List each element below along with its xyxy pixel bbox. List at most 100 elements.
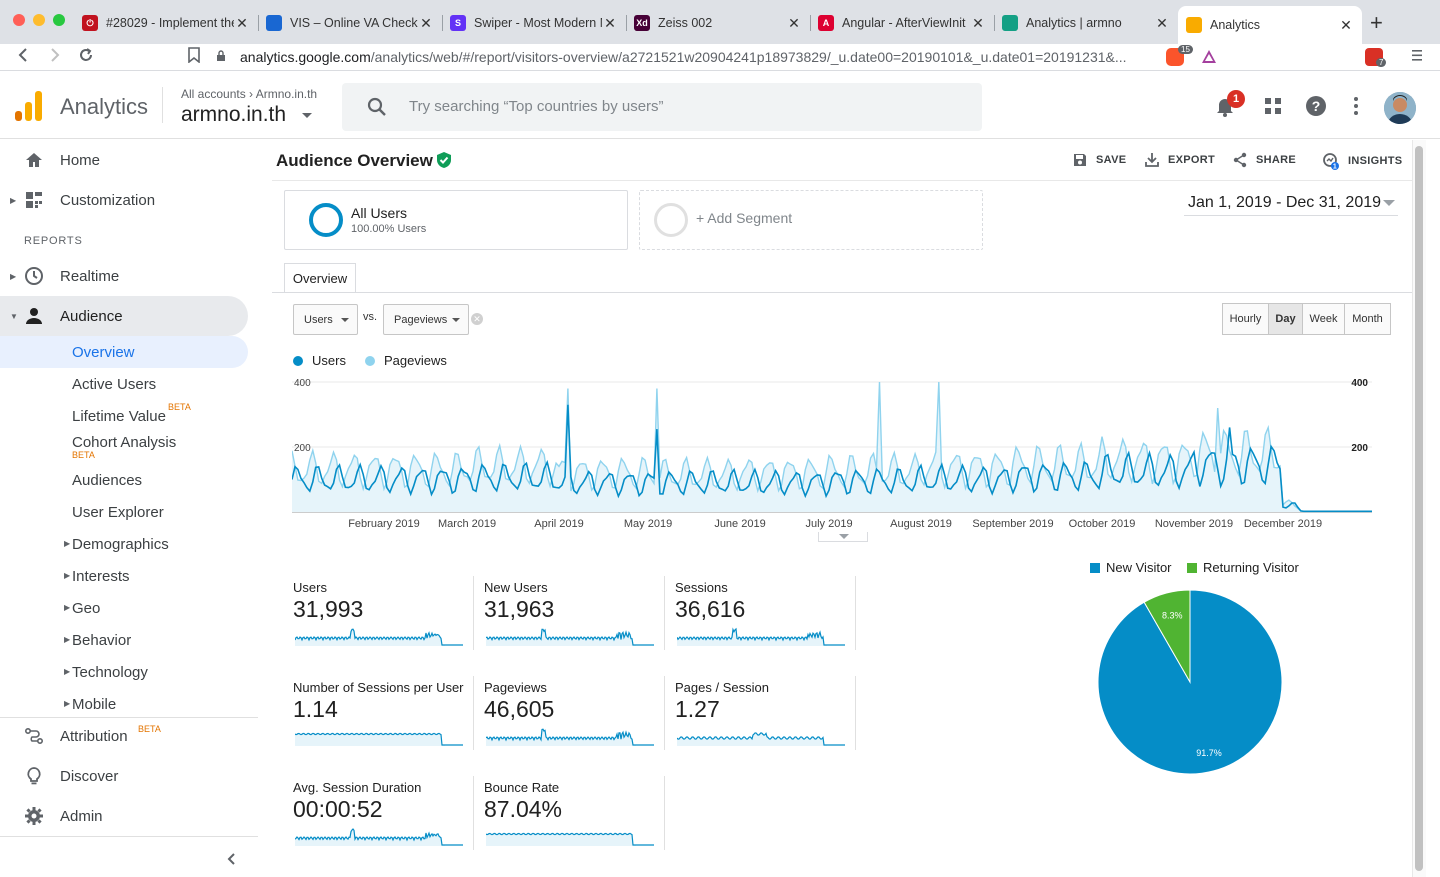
primary-metric-select[interactable]: Users xyxy=(293,304,358,335)
sidebar-subitem-mobile[interactable]: ▶ Mobile xyxy=(64,696,116,713)
close-tab-icon[interactable]: ✕ xyxy=(788,14,800,31)
granularity-day-button[interactable]: Day xyxy=(1268,303,1303,335)
breadcrumb-property[interactable]: Armno.in.th xyxy=(255,87,318,101)
metric-number-of-sessions-per-user[interactable]: Number of Sessions per User 1.14 xyxy=(293,680,477,758)
tab-favicon-icon xyxy=(266,15,282,31)
add-segment-button[interactable]: + Add Segment xyxy=(639,190,983,250)
legend-label: Pageviews xyxy=(384,353,447,368)
back-icon[interactable] xyxy=(16,47,30,68)
export-button[interactable]: EXPORT xyxy=(1144,152,1215,168)
lightbulb-icon xyxy=(27,767,41,785)
url-bar[interactable]: analytics.google.com/analytics/web/#/rep… xyxy=(216,45,1246,69)
sidebar-subitem-lifetime-value[interactable]: Lifetime Value BETA xyxy=(72,402,191,425)
browser-tab[interactable]: A Angular - AfterViewInit ✕ xyxy=(810,8,995,38)
close-tab-icon[interactable]: ✕ xyxy=(1340,16,1352,33)
clear-comparison-icon[interactable]: ✕ xyxy=(471,313,483,325)
granularity-hourly-button[interactable]: Hourly xyxy=(1222,303,1269,335)
x-tick-label: September 2019 xyxy=(972,518,1053,530)
legend-users[interactable]: Users xyxy=(293,353,346,368)
browser-tab[interactable]: S Swiper - Most Modern M ✕ xyxy=(442,8,627,38)
granularity-month-button[interactable]: Month xyxy=(1344,303,1391,335)
browser-tab[interactable]: ⏻ #28029 - Implement the ✕ xyxy=(74,8,259,38)
metric-new-users[interactable]: New Users 31,963 xyxy=(484,580,668,658)
forward-icon[interactable] xyxy=(48,47,62,68)
browser-tab[interactable]: Analytics | armno ✕ xyxy=(994,8,1178,38)
sidebar-subitem-overview[interactable]: Overview xyxy=(72,344,135,361)
brave-badge: 15 xyxy=(1178,45,1193,54)
sidebar-subitem-active-users[interactable]: Active Users xyxy=(72,376,156,393)
metric-users[interactable]: Users 31,993 xyxy=(293,580,477,658)
sidebar-subitem-label: Geo xyxy=(72,600,101,617)
pageviews-area xyxy=(292,382,1372,512)
save-button[interactable]: SAVE xyxy=(1072,152,1126,168)
segment-percentage: 100.00% Users xyxy=(351,223,427,235)
granularity-week-button[interactable]: Week xyxy=(1302,303,1345,335)
segment-all-users[interactable]: All Users 100.00% Users xyxy=(284,190,628,250)
vs-label: vs. xyxy=(363,311,378,323)
search-box[interactable]: Try searching “Top countries by users” xyxy=(342,83,982,131)
secondary-metric-select[interactable]: Pageviews xyxy=(383,304,469,335)
scrollbar[interactable] xyxy=(1415,146,1423,871)
metric-sessions[interactable]: Sessions 36,616 xyxy=(675,580,859,658)
sidebar-subitem-demographics[interactable]: ▶ Demographics xyxy=(64,536,169,553)
chart-expand-handle[interactable] xyxy=(818,532,868,542)
browser-menu-icon[interactable] xyxy=(1410,47,1424,68)
bookmark-icon[interactable] xyxy=(188,47,200,68)
close-tab-icon[interactable]: ✕ xyxy=(236,14,248,31)
zoom-window-button[interactable] xyxy=(53,14,65,26)
sidebar-item-label: Audience xyxy=(60,307,123,325)
account-breadcrumb[interactable]: All accounts › Armno.in.th xyxy=(181,87,317,101)
metric-pages-session[interactable]: Pages / Session 1.27 xyxy=(675,680,859,758)
account-selector[interactable]: armno.in.th xyxy=(181,103,287,126)
metric-label: Pageviews xyxy=(484,680,547,695)
close-window-button[interactable] xyxy=(13,14,25,26)
series-line-users xyxy=(292,404,1372,513)
tab-title: #28029 - Implement the xyxy=(106,16,234,30)
close-tab-icon[interactable]: ✕ xyxy=(1156,14,1168,31)
sidebar-subitem-cohort-analysis[interactable]: Cohort Analysis BETA xyxy=(72,434,176,460)
users-pageviews-chart[interactable]: 400 200 400 200 February 2019 March 2019 April… xyxy=(292,372,1392,544)
tab-favicon-icon xyxy=(1002,15,1018,31)
close-tab-icon[interactable]: ✕ xyxy=(420,14,432,31)
search-input[interactable]: Try searching “Top countries by users” xyxy=(409,98,664,115)
date-range-underline xyxy=(1184,215,1398,216)
apps-grid-icon[interactable] xyxy=(1262,95,1284,117)
x-tick-label: February 2019 xyxy=(348,518,420,530)
sidebar-divider xyxy=(0,717,258,718)
close-tab-icon[interactable]: ✕ xyxy=(604,14,616,31)
reload-icon[interactable] xyxy=(78,47,94,68)
sidebar-subitem-audiences[interactable]: Audiences xyxy=(72,472,142,489)
sidebar-subitem-technology[interactable]: ▶ Technology xyxy=(64,664,148,681)
visitor-type-pie-chart[interactable]: 91.7% 8.3% xyxy=(1098,590,1298,790)
metric-value: 31,963 xyxy=(484,596,555,622)
metric-bounce-rate[interactable]: Bounce Rate 87.04% xyxy=(484,780,668,858)
sidebar-subitem-geo[interactable]: ▶ Geo xyxy=(64,600,101,617)
browser-tab[interactable]: VIS – Online VA Check T ✕ xyxy=(258,8,443,38)
breadcrumb-all-accounts[interactable]: All accounts xyxy=(181,87,246,101)
close-tab-icon[interactable]: ✕ xyxy=(972,14,984,31)
insights-button[interactable]: 1 INSIGHTS xyxy=(1322,152,1402,170)
legend-pageviews[interactable]: Pageviews xyxy=(365,353,447,368)
sidebar-subitem-interests[interactable]: ▶ Interests xyxy=(64,568,130,585)
avatar[interactable] xyxy=(1384,92,1416,124)
date-range-picker[interactable]: Jan 1, 2019 - Dec 31, 2019 xyxy=(1188,194,1382,211)
minimize-window-button[interactable] xyxy=(33,14,45,26)
help-icon[interactable]: ? xyxy=(1305,95,1327,117)
share-button[interactable]: SHARE xyxy=(1232,152,1296,168)
sidebar-subitem-user-explorer[interactable]: User Explorer xyxy=(72,504,164,521)
collapse-sidebar-icon[interactable] xyxy=(226,852,236,871)
sidebar-subitem-behavior[interactable]: ▶ Behavior xyxy=(64,632,131,649)
metric-avg-session-duration[interactable]: Avg. Session Duration 00:00:52 xyxy=(293,780,477,858)
metric-value: 1.14 xyxy=(293,696,338,722)
new-tab-button[interactable]: + xyxy=(1370,10,1383,35)
tab-overview[interactable]: Overview xyxy=(284,263,356,293)
tab-title: Zeiss 002 xyxy=(658,16,713,30)
browser-tab[interactable]: Analytics ✕ xyxy=(1178,6,1362,44)
caret-right-icon: ▶ xyxy=(64,699,71,708)
brave-rewards-icon[interactable] xyxy=(1200,48,1218,66)
browser-tab[interactable]: Xd Zeiss 002 ✕ xyxy=(626,8,811,38)
metric-pageviews[interactable]: Pageviews 46,605 xyxy=(484,680,668,758)
more-vert-icon[interactable] xyxy=(1345,95,1367,117)
chevron-down-icon[interactable] xyxy=(1383,200,1395,206)
chevron-down-icon[interactable] xyxy=(302,113,312,118)
